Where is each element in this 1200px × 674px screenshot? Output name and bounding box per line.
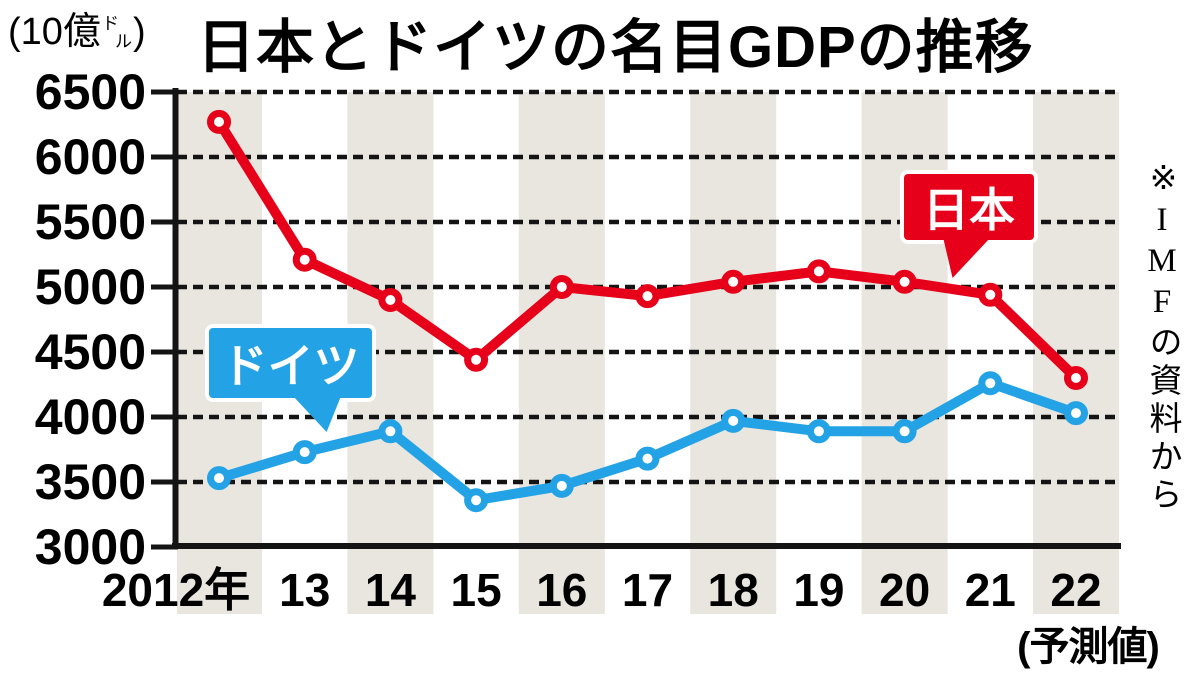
germany-series-label-text: ドイツ bbox=[221, 340, 360, 392]
y-axis-tick-label: 6500 bbox=[35, 64, 146, 120]
japan-point-18 bbox=[721, 269, 746, 294]
y-axis-tick-label: 3000 bbox=[35, 519, 146, 575]
germany-point-13 bbox=[292, 440, 317, 465]
y-axis-tick-label: 4000 bbox=[35, 389, 146, 445]
germany-point-18 bbox=[721, 408, 746, 433]
unit-small-bottom: ル bbox=[114, 31, 132, 51]
y-axis-tick-label: 5000 bbox=[35, 259, 146, 315]
unit-small-chars: ド ル bbox=[102, 15, 132, 51]
x-axis-label: 16 bbox=[536, 564, 587, 616]
x-axis-label: 21 bbox=[965, 564, 1016, 616]
japan-series-label-text: 日本 bbox=[923, 184, 1015, 236]
y-axis-tick-label: 5500 bbox=[35, 194, 146, 250]
chart-title: 日本とドイツの名目GDPの推移 bbox=[197, 15, 1034, 80]
y-axis-unit-label: (10億 ド ル ) bbox=[8, 11, 146, 54]
x-axis-label: 22 bbox=[1050, 564, 1101, 616]
unit-suffix: ) bbox=[132, 11, 146, 53]
germany-point-14 bbox=[378, 419, 403, 444]
x-axis-label: 19 bbox=[793, 564, 844, 616]
unit-small-top: ド bbox=[101, 14, 119, 34]
x-axis-label: 13 bbox=[279, 564, 330, 616]
x-axis-label: 2012年 bbox=[102, 564, 250, 616]
japan-point-13 bbox=[292, 247, 317, 272]
germany-point-16 bbox=[549, 473, 574, 498]
year-highlight-band bbox=[690, 92, 777, 614]
japan-point-2012 bbox=[207, 109, 231, 134]
forecast-note: (予測値) bbox=[1017, 625, 1160, 669]
x-axis-label: 17 bbox=[622, 564, 673, 616]
japan-point-15 bbox=[464, 347, 489, 372]
x-axis-label: 15 bbox=[451, 564, 502, 616]
japan-point-16 bbox=[549, 275, 574, 299]
germany-point-22 bbox=[1064, 401, 1088, 426]
japan-point-14 bbox=[378, 288, 403, 312]
japan-series-label: 日本 bbox=[904, 174, 1034, 278]
germany-point-15 bbox=[464, 488, 489, 513]
germany-point-21 bbox=[978, 371, 1003, 396]
germany-point-17 bbox=[635, 446, 660, 471]
japan-point-20 bbox=[892, 269, 917, 294]
x-axis-label: 14 bbox=[365, 564, 417, 616]
x-axis-label: 20 bbox=[879, 564, 930, 616]
germany-point-2012 bbox=[207, 466, 231, 491]
source-note: ※IMFの資料から bbox=[1144, 158, 1180, 515]
germany-series-label: ドイツ bbox=[209, 328, 372, 432]
japan-point-22 bbox=[1064, 366, 1088, 390]
unit-prefix: (10億 bbox=[8, 11, 101, 53]
germany-point-19 bbox=[806, 419, 831, 444]
y-axis-tick-label: 4500 bbox=[35, 324, 146, 380]
japan-point-21 bbox=[978, 282, 1003, 307]
y-axis-tick-label: 3500 bbox=[35, 454, 146, 510]
japan-point-17 bbox=[635, 284, 660, 309]
japan-point-19 bbox=[806, 259, 831, 284]
y-axis-tick-label: 6000 bbox=[35, 129, 146, 185]
germany-point-20 bbox=[892, 419, 917, 444]
x-axis-label: 18 bbox=[708, 564, 759, 616]
